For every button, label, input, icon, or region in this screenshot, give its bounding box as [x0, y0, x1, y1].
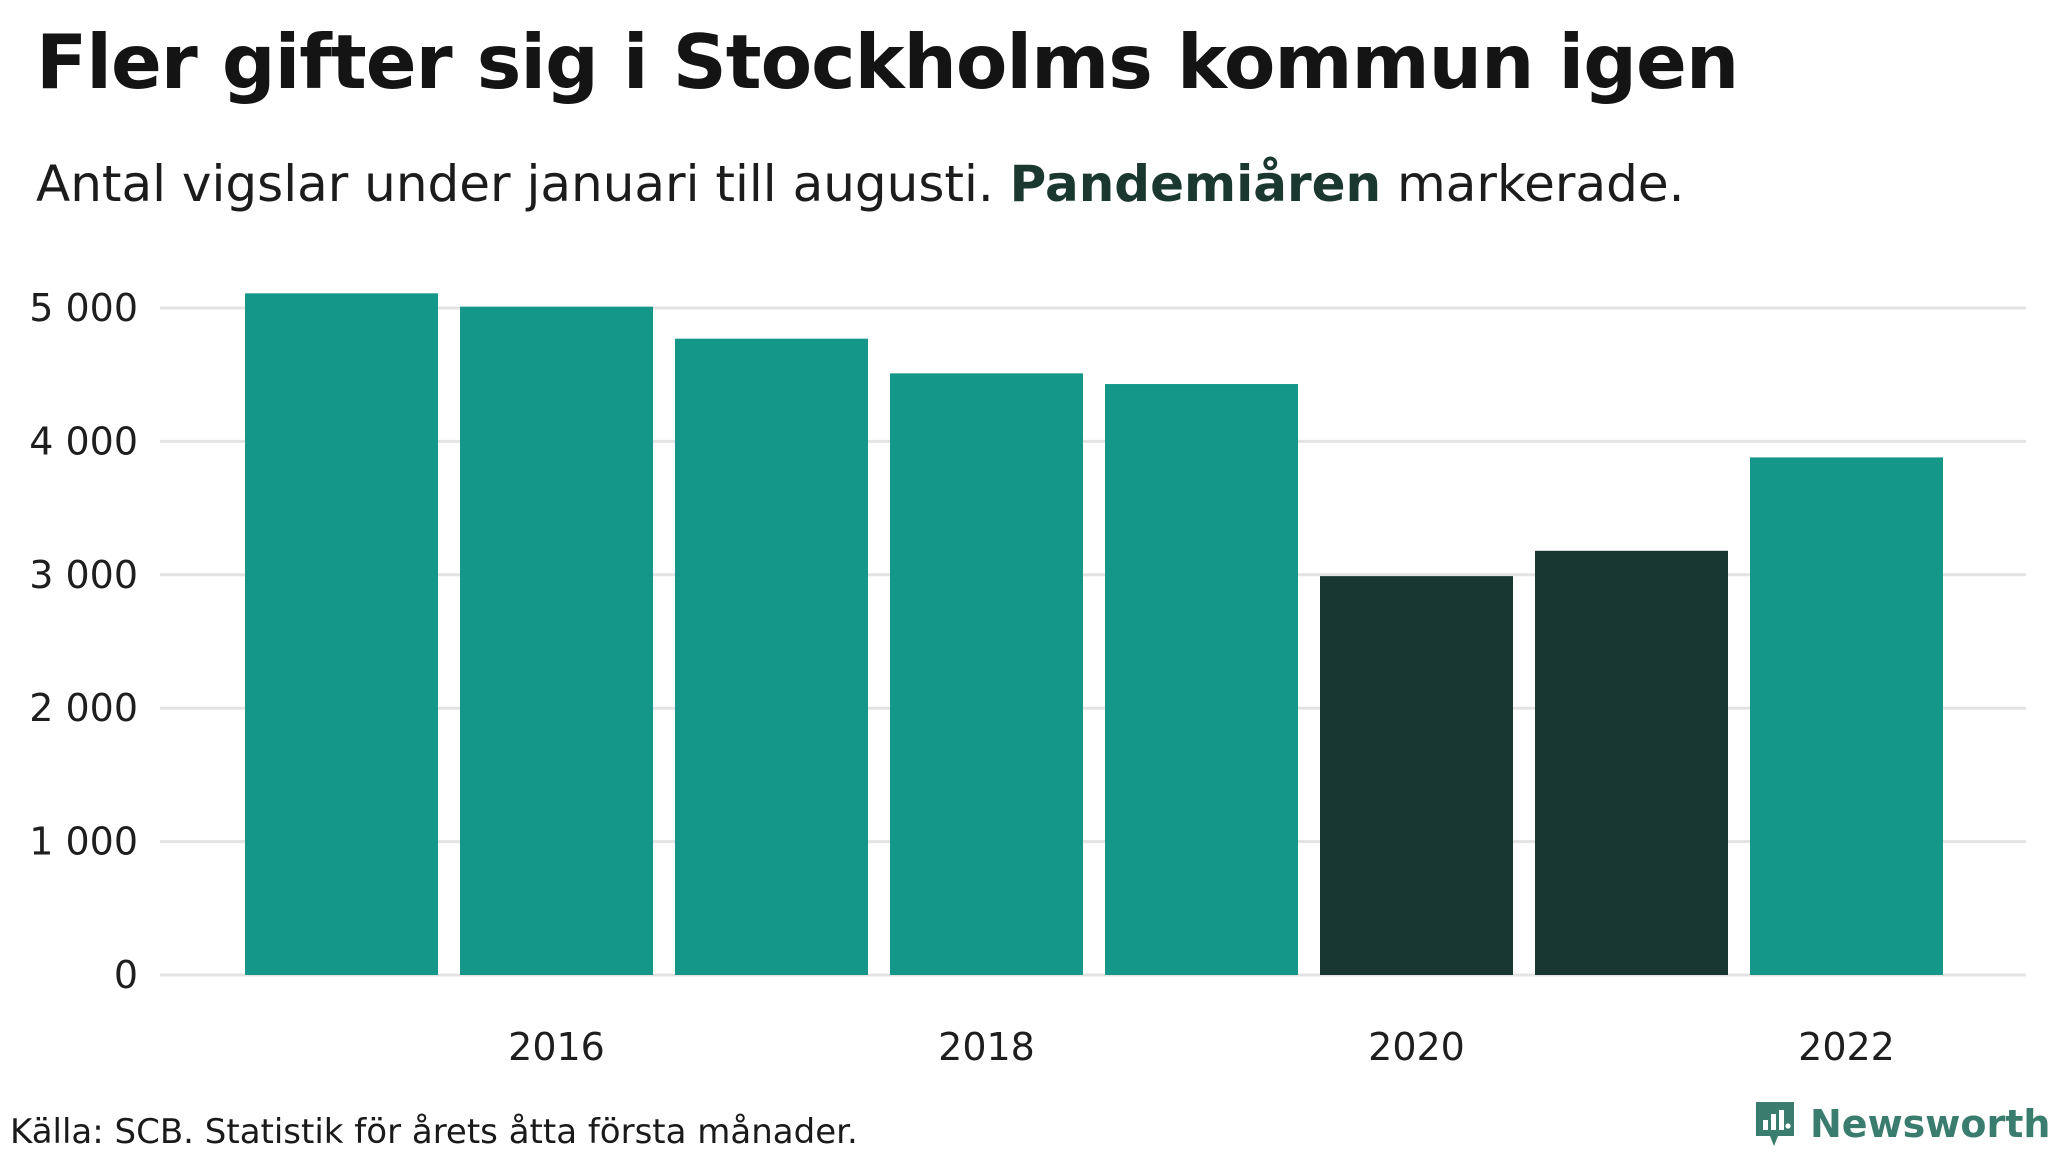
bar-2017 [675, 338, 868, 975]
bar-2020-pandemic [1320, 576, 1513, 975]
bar-2015 [245, 293, 438, 975]
x-tick-label-2018: 2018 [938, 1025, 1035, 1069]
source-note: Källa: SCB. Statistik för årets åtta för… [10, 1112, 858, 1152]
x-tick-label-2020: 2020 [1368, 1025, 1465, 1069]
subtitle-highlight-pandemic: Pandemiåren [1009, 155, 1382, 213]
chart-title: Fler gifter sig i Stockholms kommun igen [36, 18, 1739, 106]
bar-2022 [1750, 457, 1943, 976]
subtitle-text: Antal vigslar under januari till augusti… [36, 155, 1010, 213]
bar-2021-pandemic [1535, 550, 1728, 975]
gridlines [160, 306, 2026, 977]
y-tick-label: 0 [114, 953, 138, 997]
y-tick-label: 4 000 [29, 419, 138, 463]
brand-name: Newsworthy [1810, 1102, 2048, 1146]
bar-2018 [890, 373, 1083, 976]
bars [245, 293, 1943, 976]
x-axis-tick-labels: 2016 2018 2020 2022 [508, 1025, 1895, 1069]
newsworthy-logo[interactable]: Newsworthy [1752, 1098, 2048, 1150]
y-tick-label: 1 000 [29, 820, 138, 864]
y-tick-label: 2 000 [29, 686, 138, 730]
y-axis-tick-labels: 0 1 000 2 000 3 000 4 000 5 000 [29, 286, 138, 997]
bar-2016 [460, 306, 653, 975]
newsworthy-logo-icon [1756, 1102, 1794, 1146]
x-tick-label-2016: 2016 [508, 1025, 605, 1069]
x-tick-label-2022: 2022 [1798, 1025, 1895, 1069]
y-tick-label: 5 000 [29, 286, 138, 330]
y-tick-label: 3 000 [29, 553, 138, 597]
subtitle-text-end: markerade. [1381, 155, 1685, 213]
bar-2019 [1105, 384, 1298, 976]
chart-subtitle: Antal vigslar under januari till augusti… [36, 155, 1684, 213]
